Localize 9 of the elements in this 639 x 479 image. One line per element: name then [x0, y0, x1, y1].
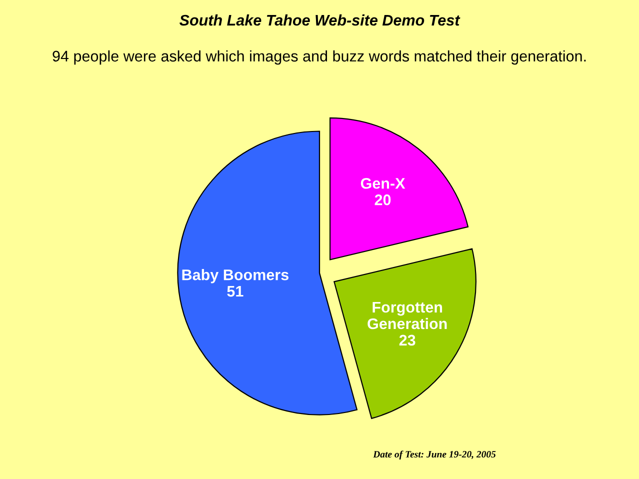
data-label: 20: [374, 194, 391, 206]
data-label: 51: [227, 286, 244, 297]
chart-title: South Lake Tahoe Web-site Demo Test: [179, 14, 460, 26]
text: Date of Test: June 19-20, 2005: [373, 450, 496, 460]
slice-label: Gen-X: [360, 178, 406, 189]
slice-label: Baby Boomers: [182, 269, 288, 284]
data-label: 23: [399, 334, 416, 346]
slice-label: Forgotten Generation: [368, 302, 447, 330]
chart-subtitle: 94 people were asked which images and buzz words matched their generation.: [52, 50, 586, 65]
